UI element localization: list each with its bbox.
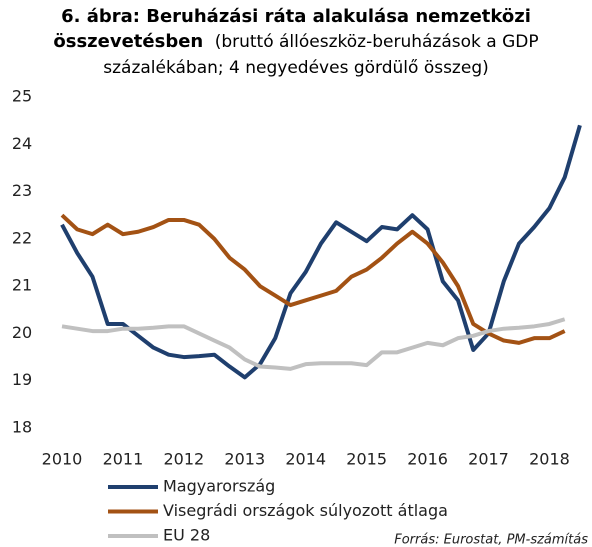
x-tick-label: 2017 <box>468 450 509 469</box>
x-tick-label: 2016 <box>407 450 448 469</box>
series-line <box>60 124 582 380</box>
legend-label: Visegrádi országok súlyozott átlaga <box>163 501 448 520</box>
x-tick-label: 2013 <box>224 450 265 469</box>
legend-label: EU 28 <box>163 526 210 545</box>
chart-subtitle: (bruttó állóeszköz-beruházások a GDP szá… <box>103 32 539 78</box>
series-line <box>60 213 566 345</box>
x-tick-label: 2015 <box>346 450 387 469</box>
y-tick-label: 21 <box>12 276 32 295</box>
title-block: 6. ábra: Beruházási ráta alakulása nemze… <box>6 4 586 81</box>
series-line <box>61 317 566 371</box>
y-tick-label: 18 <box>12 418 32 437</box>
source-note: Forrás: Eurostat, PM-számítás <box>394 533 588 547</box>
y-tick-label: 23 <box>12 181 32 200</box>
y-tick-label: 24 <box>12 134 32 153</box>
y-tick-label: 20 <box>12 323 32 342</box>
legend-label: Magyarország <box>163 477 275 496</box>
y-tick-label: 25 <box>12 87 32 106</box>
y-tick-label: 19 <box>12 370 32 389</box>
x-tick-label: 2014 <box>285 450 326 469</box>
x-tick-label: 2018 <box>529 450 570 469</box>
x-tick-label: 2010 <box>42 450 83 469</box>
x-tick-label: 2011 <box>103 450 144 469</box>
x-tick-label: 2012 <box>164 450 205 469</box>
chart-title: 6. ábra: Beruházási ráta alakulása nemze… <box>53 6 531 52</box>
y-tick-label: 22 <box>12 228 32 247</box>
